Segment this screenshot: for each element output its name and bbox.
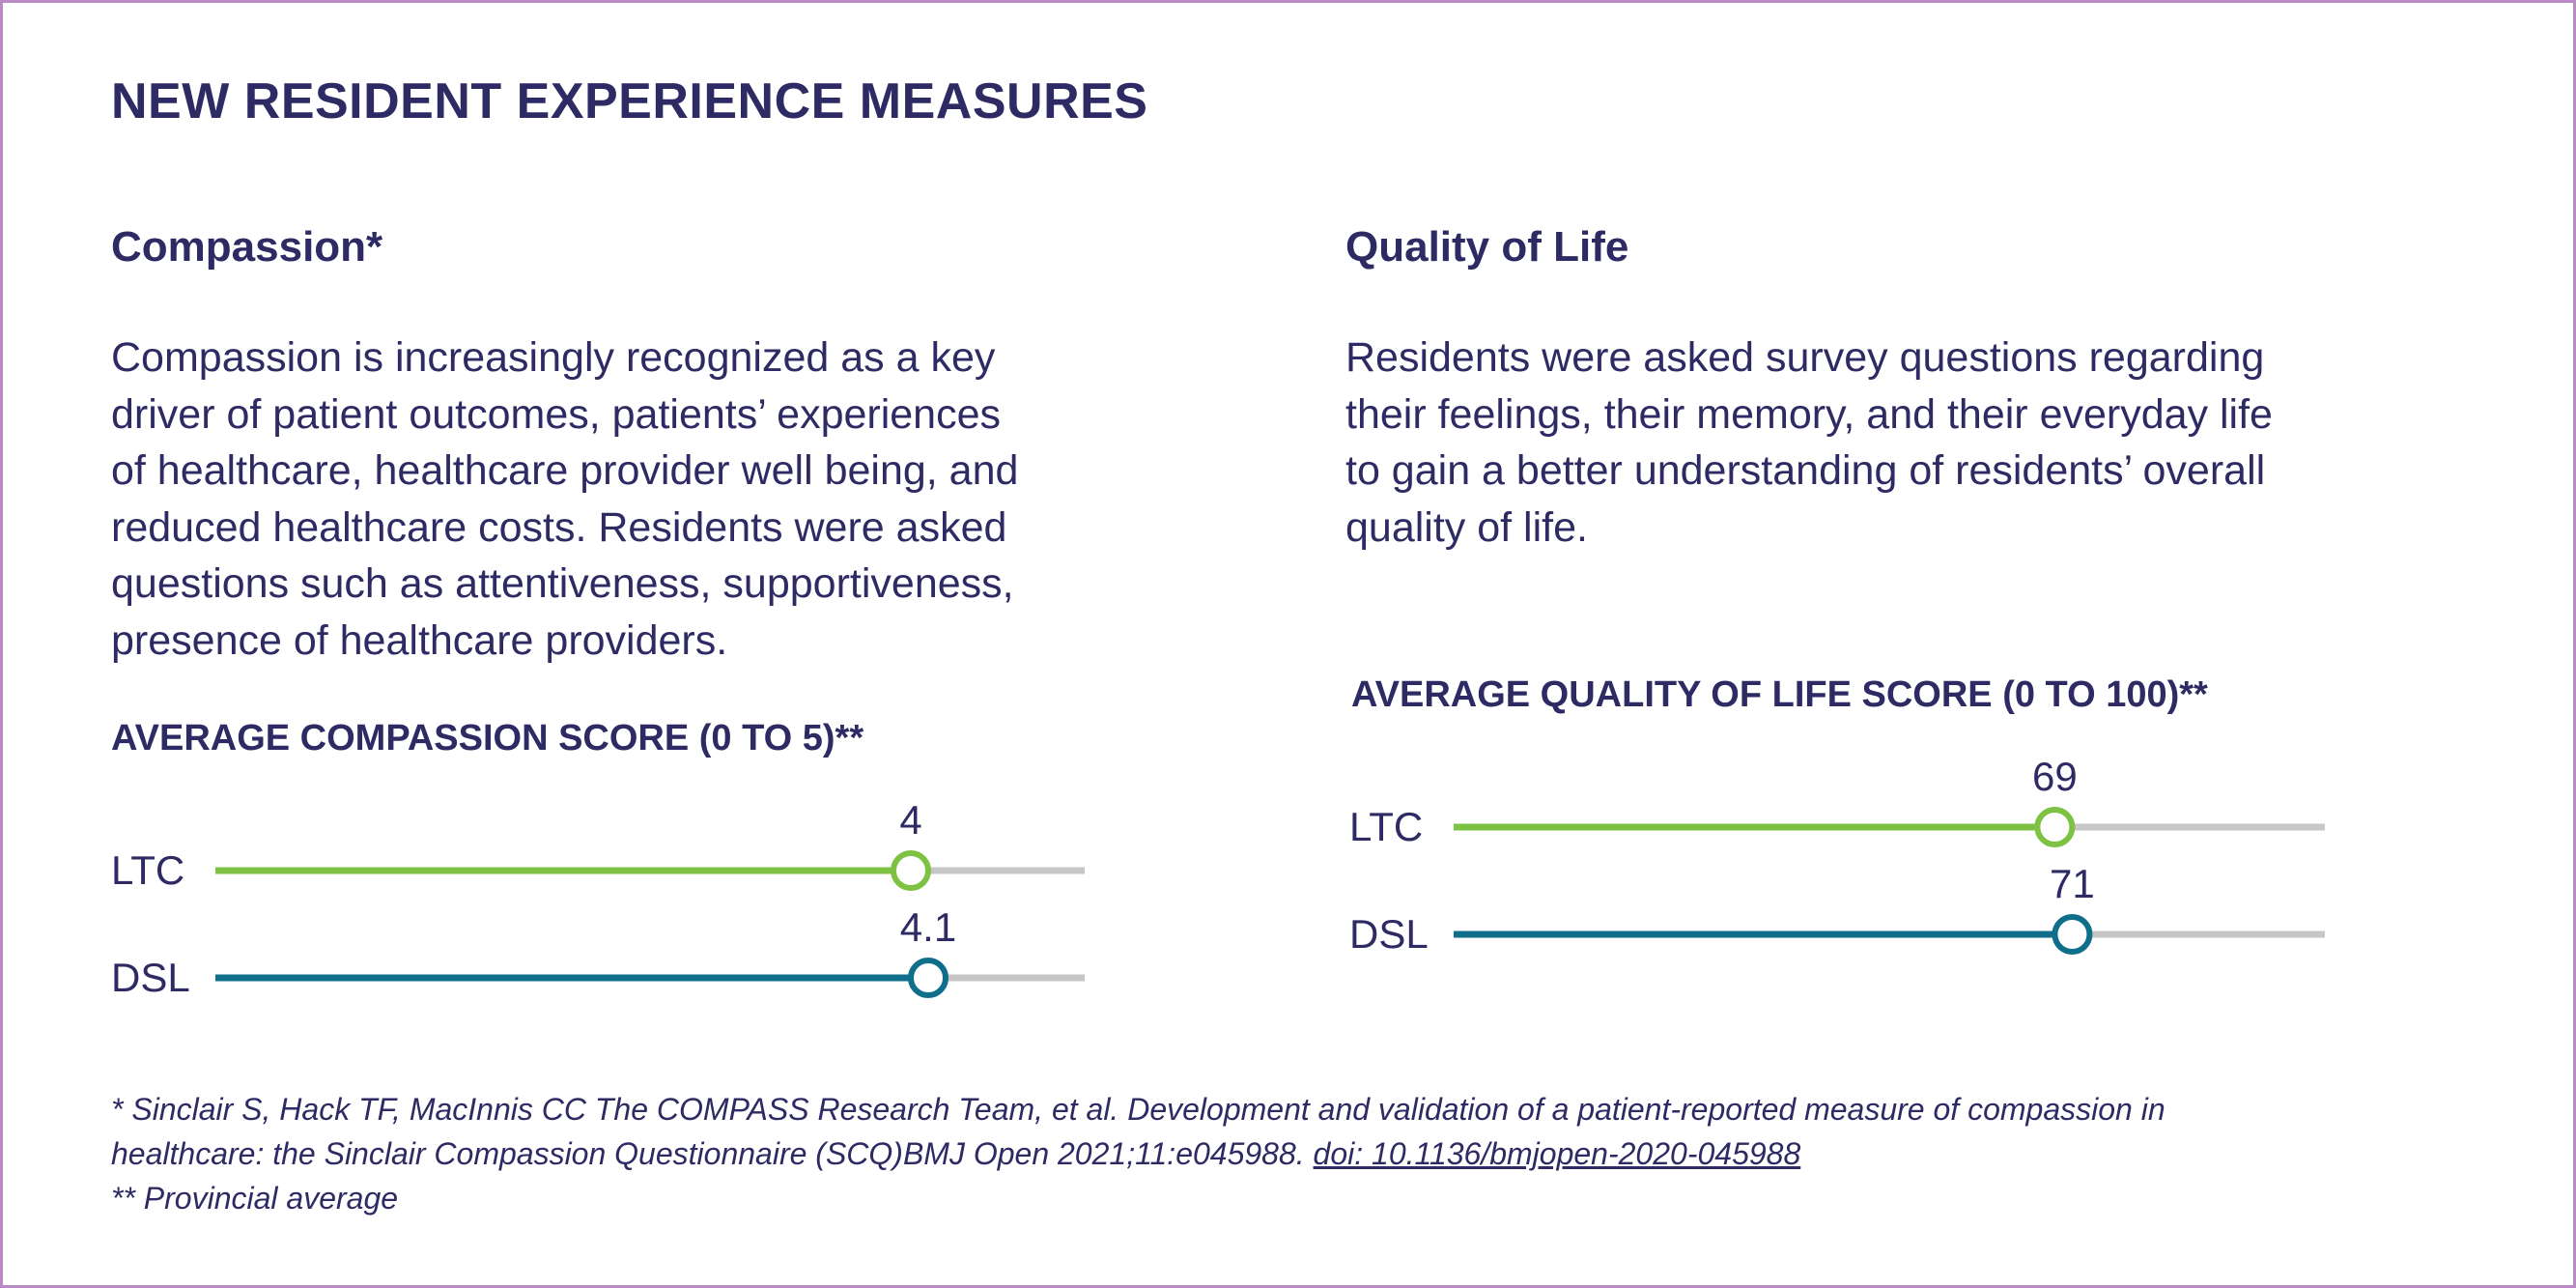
quality-score-chart: LTC 69 DSL 71 [1349, 754, 2325, 957]
quality-description-line: their feelings, their memory, and their … [1345, 390, 2273, 438]
compassion-description-line: of healthcare, healthcare provider well … [111, 447, 1019, 494]
chart-0-dsl-value-label: 4.1 [900, 904, 956, 950]
provincial-average-note: ** Provincial average [111, 1181, 399, 1216]
compassion-description-line: questions such as attentiveness, support… [111, 560, 1014, 607]
doi-link[interactable]: doi: 10.1136/bmjopen-2020-045988 [1313, 1136, 1801, 1171]
footnotes: * Sinclair S, Hack TF, MacInnis CC The C… [111, 1087, 2487, 1220]
quality-chart-title: AVERAGE QUALITY OF LIFE SCORE (0 TO 100)… [1351, 674, 2208, 715]
quality-description: Residents were asked survey questions re… [1345, 329, 2524, 556]
chart-1-dsl-category-label: DSL [1349, 911, 1429, 957]
chart-1-dsl-marker [2052, 914, 2093, 955]
citation-line-1: * Sinclair S, Hack TF, MacInnis CC The C… [111, 1092, 2166, 1127]
chart-1-dsl-value-label: 71 [2050, 861, 2095, 906]
compassion-description-line: reduced healthcare costs. Residents were… [111, 503, 1007, 551]
chart-1-ltc-marker [2034, 807, 2076, 847]
chart-0-ltc-category-label: LTC [111, 847, 184, 893]
compassion-description-line: driver of patient outcomes, patients’ ex… [111, 390, 1002, 438]
compassion-chart-title: AVERAGE COMPASSION SCORE (0 TO 5)** [111, 718, 864, 758]
citation-line-2: healthcare: the Sinclair Compassion Ques… [111, 1131, 2487, 1176]
chart-0-ltc-marker [891, 850, 931, 891]
chart-1-ltc-value-label: 69 [2032, 754, 2078, 799]
compassion-description-line: presence of healthcare providers. [111, 616, 728, 664]
quality-heading: Quality of Life [1345, 223, 1629, 271]
compassion-score-chart: LTC 4 DSL 4.1 [111, 797, 1085, 1000]
chart-1-ltc-category-label: LTC [1349, 804, 1423, 849]
chart-0-dsl-marker [908, 958, 948, 998]
quality-description-line: to gain a better understanding of reside… [1345, 447, 2266, 494]
page-title: NEW RESIDENT EXPERIENCE MEASURES [111, 73, 1148, 129]
citation-text: healthcare: the Sinclair Compassion Ques… [111, 1136, 1305, 1171]
quality-description-line: Residents were asked survey questions re… [1345, 334, 2265, 381]
compassion-description-line: Compassion is increasingly recognized as… [111, 334, 996, 381]
compassion-description: Compassion is increasingly recognized as… [111, 329, 1289, 669]
compassion-heading: Compassion* [111, 223, 383, 271]
chart-0-ltc-value-label: 4 [899, 797, 921, 843]
chart-0-dsl-category-label: DSL [111, 955, 190, 1000]
quality-description-line: quality of life. [1345, 503, 1588, 551]
